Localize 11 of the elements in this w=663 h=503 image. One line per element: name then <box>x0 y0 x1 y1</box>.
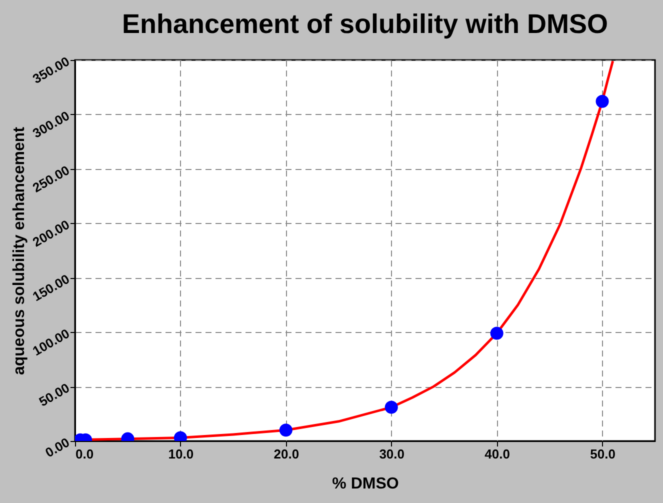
x-tick-label: 50.0 <box>590 446 616 462</box>
x-tick-label: 10.0 <box>168 446 194 462</box>
y-tick-label: 0.00 <box>42 434 72 460</box>
x-tick-label: 30.0 <box>379 446 405 462</box>
y-tick-label: 50.00 <box>36 380 72 410</box>
chart-title: Enhancement of solubility with DMSO <box>122 8 608 39</box>
x-tick-label: 20.0 <box>274 446 300 462</box>
y-axis-title: aqueous solubility enhancement <box>11 126 28 376</box>
x-axis-title: % DMSO <box>332 476 399 492</box>
x-tick-label: 40.0 <box>484 446 510 462</box>
x-tick-label: 0.0 <box>76 446 94 462</box>
